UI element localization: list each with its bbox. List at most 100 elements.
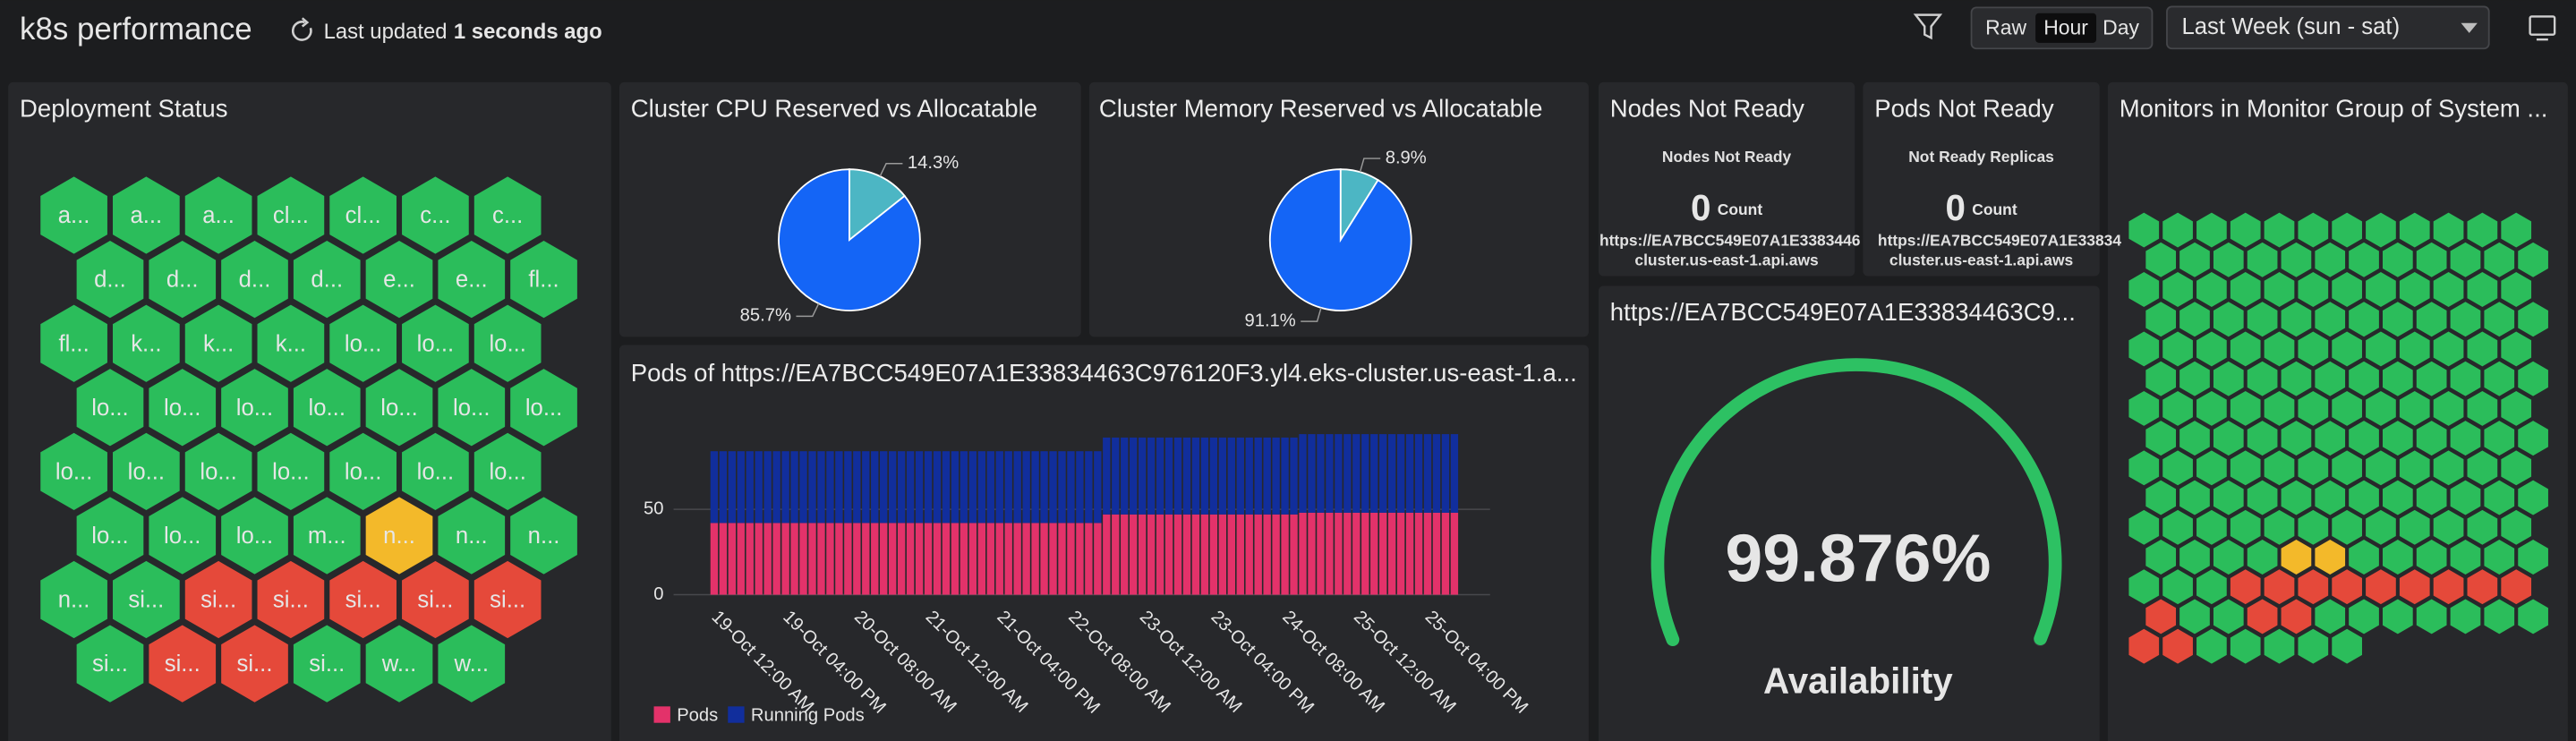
bar (1049, 451, 1057, 524)
bar (710, 451, 719, 524)
status-label: si... (237, 652, 273, 677)
bar (1031, 523, 1039, 595)
bar (1094, 523, 1102, 595)
monitor-hex (2196, 628, 2227, 664)
bar (1094, 451, 1102, 524)
status-label: si... (128, 588, 164, 613)
refresh-arc[interactable] (291, 21, 312, 41)
status-hex (184, 560, 252, 639)
monitor-hex (2145, 421, 2177, 456)
monitor-hex (2230, 272, 2261, 307)
monitor-hex (2298, 450, 2329, 486)
monitor-hex (2315, 242, 2346, 277)
monitor-hex (2145, 302, 2177, 337)
widget-subtitle: Not Ready Replicas (1908, 148, 2054, 166)
bar (1299, 512, 1307, 595)
monitor-hex (2162, 628, 2193, 664)
monitor-hex (2281, 361, 2312, 396)
status-hex (257, 560, 325, 639)
refresh-icon[interactable] (291, 17, 312, 41)
refresh-arrow[interactable] (301, 17, 310, 28)
monitor-hex (2213, 421, 2244, 456)
bar (951, 523, 960, 595)
status-label: lo... (272, 459, 309, 484)
monitor-hex (2213, 242, 2244, 277)
monitor-hex (2433, 390, 2464, 426)
bar (1326, 512, 1334, 595)
status-label: lo... (489, 459, 525, 484)
monitor-hex (2179, 599, 2210, 635)
bar (1040, 523, 1048, 595)
bar (835, 523, 843, 595)
monitor-hex (2264, 331, 2295, 367)
status-label: d... (239, 268, 271, 293)
bar (1156, 514, 1164, 595)
monitor-hex (2518, 242, 2548, 277)
range-button[interactable]: Hour (2043, 15, 2088, 38)
monitor-hex (2433, 212, 2464, 248)
status-label: lo... (128, 459, 165, 484)
bar (746, 451, 754, 524)
monitor-hex (2399, 272, 2430, 307)
y-tick-label: 50 (644, 498, 663, 518)
monitor-hex (2349, 599, 2379, 635)
monitor-hex (2383, 480, 2413, 515)
bar (817, 451, 825, 524)
bar (1396, 434, 1405, 513)
monitor-hex (2196, 212, 2227, 248)
monitor-hex (2332, 569, 2362, 605)
monitor-hex (2247, 242, 2278, 277)
monitor-hex (2281, 599, 2312, 635)
range-button[interactable]: Day (2103, 15, 2139, 38)
status-hex (257, 176, 325, 254)
status-label: lo... (309, 396, 345, 421)
monitor-hex (2145, 242, 2177, 277)
status-hex (221, 497, 288, 575)
status-hex (40, 432, 107, 511)
bar (977, 523, 986, 595)
count-value: 0 (1691, 187, 1710, 228)
bar (1147, 437, 1156, 515)
display-icon[interactable] (2529, 15, 2556, 41)
monitor-hex (2399, 509, 2430, 545)
bar (817, 523, 825, 595)
legend-swatch (653, 706, 670, 723)
status-hex (76, 369, 144, 447)
status-label: lo... (525, 396, 562, 421)
dropdown-caret[interactable] (2461, 22, 2478, 33)
monitor-hex (2366, 390, 2396, 426)
range-button[interactable]: Raw (1985, 15, 2026, 38)
status-label: k... (203, 331, 234, 356)
monitor-hex (2264, 628, 2295, 664)
status-hex (329, 304, 397, 382)
monitor-hex (2416, 540, 2447, 575)
monitor-hex (2230, 509, 2261, 545)
period-dropdown[interactable] (2166, 5, 2490, 50)
bar (1272, 514, 1280, 595)
bar (1227, 514, 1235, 595)
filter-icon[interactable] (1913, 13, 1943, 40)
monitor-hex (2518, 421, 2548, 456)
monitor-hex (2281, 540, 2312, 575)
bar (1112, 514, 1120, 595)
gauge-value (1651, 358, 2062, 646)
period-value[interactable]: Last Week (sun - sat) (2181, 14, 2400, 39)
monitor-hex (2349, 540, 2379, 575)
monitor-hex (2264, 509, 2295, 545)
bar (1182, 514, 1191, 595)
bar (719, 523, 728, 595)
monitor-hex (2298, 509, 2329, 545)
display-icon-screen[interactable] (2529, 15, 2556, 36)
status-hex (402, 432, 469, 511)
bar (808, 523, 816, 595)
bar (1076, 523, 1084, 595)
status-label: a... (58, 203, 90, 228)
monitor-hex (2399, 212, 2430, 248)
monitor-hex (2298, 390, 2329, 426)
status-hex (365, 497, 433, 575)
monitor-hex (2332, 331, 2362, 367)
bar (1423, 434, 1432, 513)
monitor-hex (2264, 450, 2295, 486)
bar (986, 523, 994, 595)
